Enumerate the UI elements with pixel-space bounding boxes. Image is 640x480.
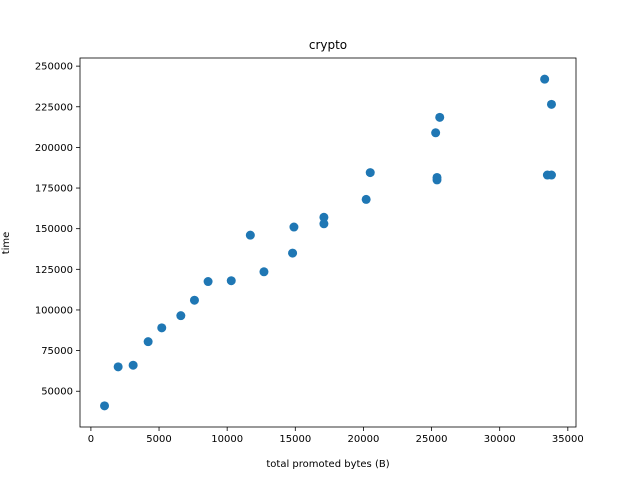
- data-point: [128, 360, 138, 370]
- data-point: [245, 230, 255, 240]
- data-point: [546, 99, 556, 109]
- data-point: [143, 337, 153, 347]
- data-point: [319, 212, 329, 222]
- x-tick-label: 0: [88, 434, 94, 445]
- x-tick-label: 25000: [416, 434, 448, 445]
- data-point: [361, 194, 371, 204]
- data-point: [113, 362, 123, 372]
- x-tick-label: 10000: [211, 434, 243, 445]
- y-tick-label: 75000: [41, 346, 73, 357]
- x-axis-label: total promoted bytes (B): [266, 459, 389, 470]
- x-tick-label: 20000: [348, 434, 380, 445]
- y-tick-label: 250000: [35, 62, 73, 73]
- plot-frame: [79, 57, 577, 428]
- data-point: [546, 170, 556, 180]
- data-point: [100, 401, 110, 411]
- y-tick-label: 225000: [35, 102, 73, 113]
- data-point: [432, 172, 442, 182]
- y-tick-label: 150000: [35, 224, 73, 235]
- plot-area: 0 5000 10000 15000 20000 25000 30000 35000 50000…: [35, 57, 584, 445]
- data-point: [288, 248, 298, 258]
- y-tick-label: 50000: [41, 387, 73, 398]
- data-point: [176, 311, 186, 321]
- data-point: [365, 168, 375, 178]
- y-tick-label: 200000: [35, 143, 73, 154]
- y-tick-label: 175000: [35, 184, 73, 195]
- data-point: [319, 219, 329, 229]
- y-tick-label: 125000: [35, 265, 73, 276]
- chart-title: crypto: [309, 38, 347, 52]
- data-point: [540, 74, 550, 84]
- x-tick-label: 5000: [146, 434, 171, 445]
- y-axis-label: time: [1, 232, 12, 255]
- data-point: [226, 276, 236, 286]
- data-point: [289, 222, 299, 232]
- data-point: [203, 277, 213, 287]
- x-tick-label: 30000: [484, 434, 516, 445]
- y-tick-label: 100000: [35, 305, 73, 316]
- data-point: [259, 267, 269, 277]
- data-point: [157, 323, 167, 333]
- x-tick-label: 35000: [552, 434, 584, 445]
- data-point: [431, 128, 441, 138]
- data-point: [189, 295, 199, 305]
- data-point: [435, 112, 445, 122]
- x-tick-label: 15000: [279, 434, 311, 445]
